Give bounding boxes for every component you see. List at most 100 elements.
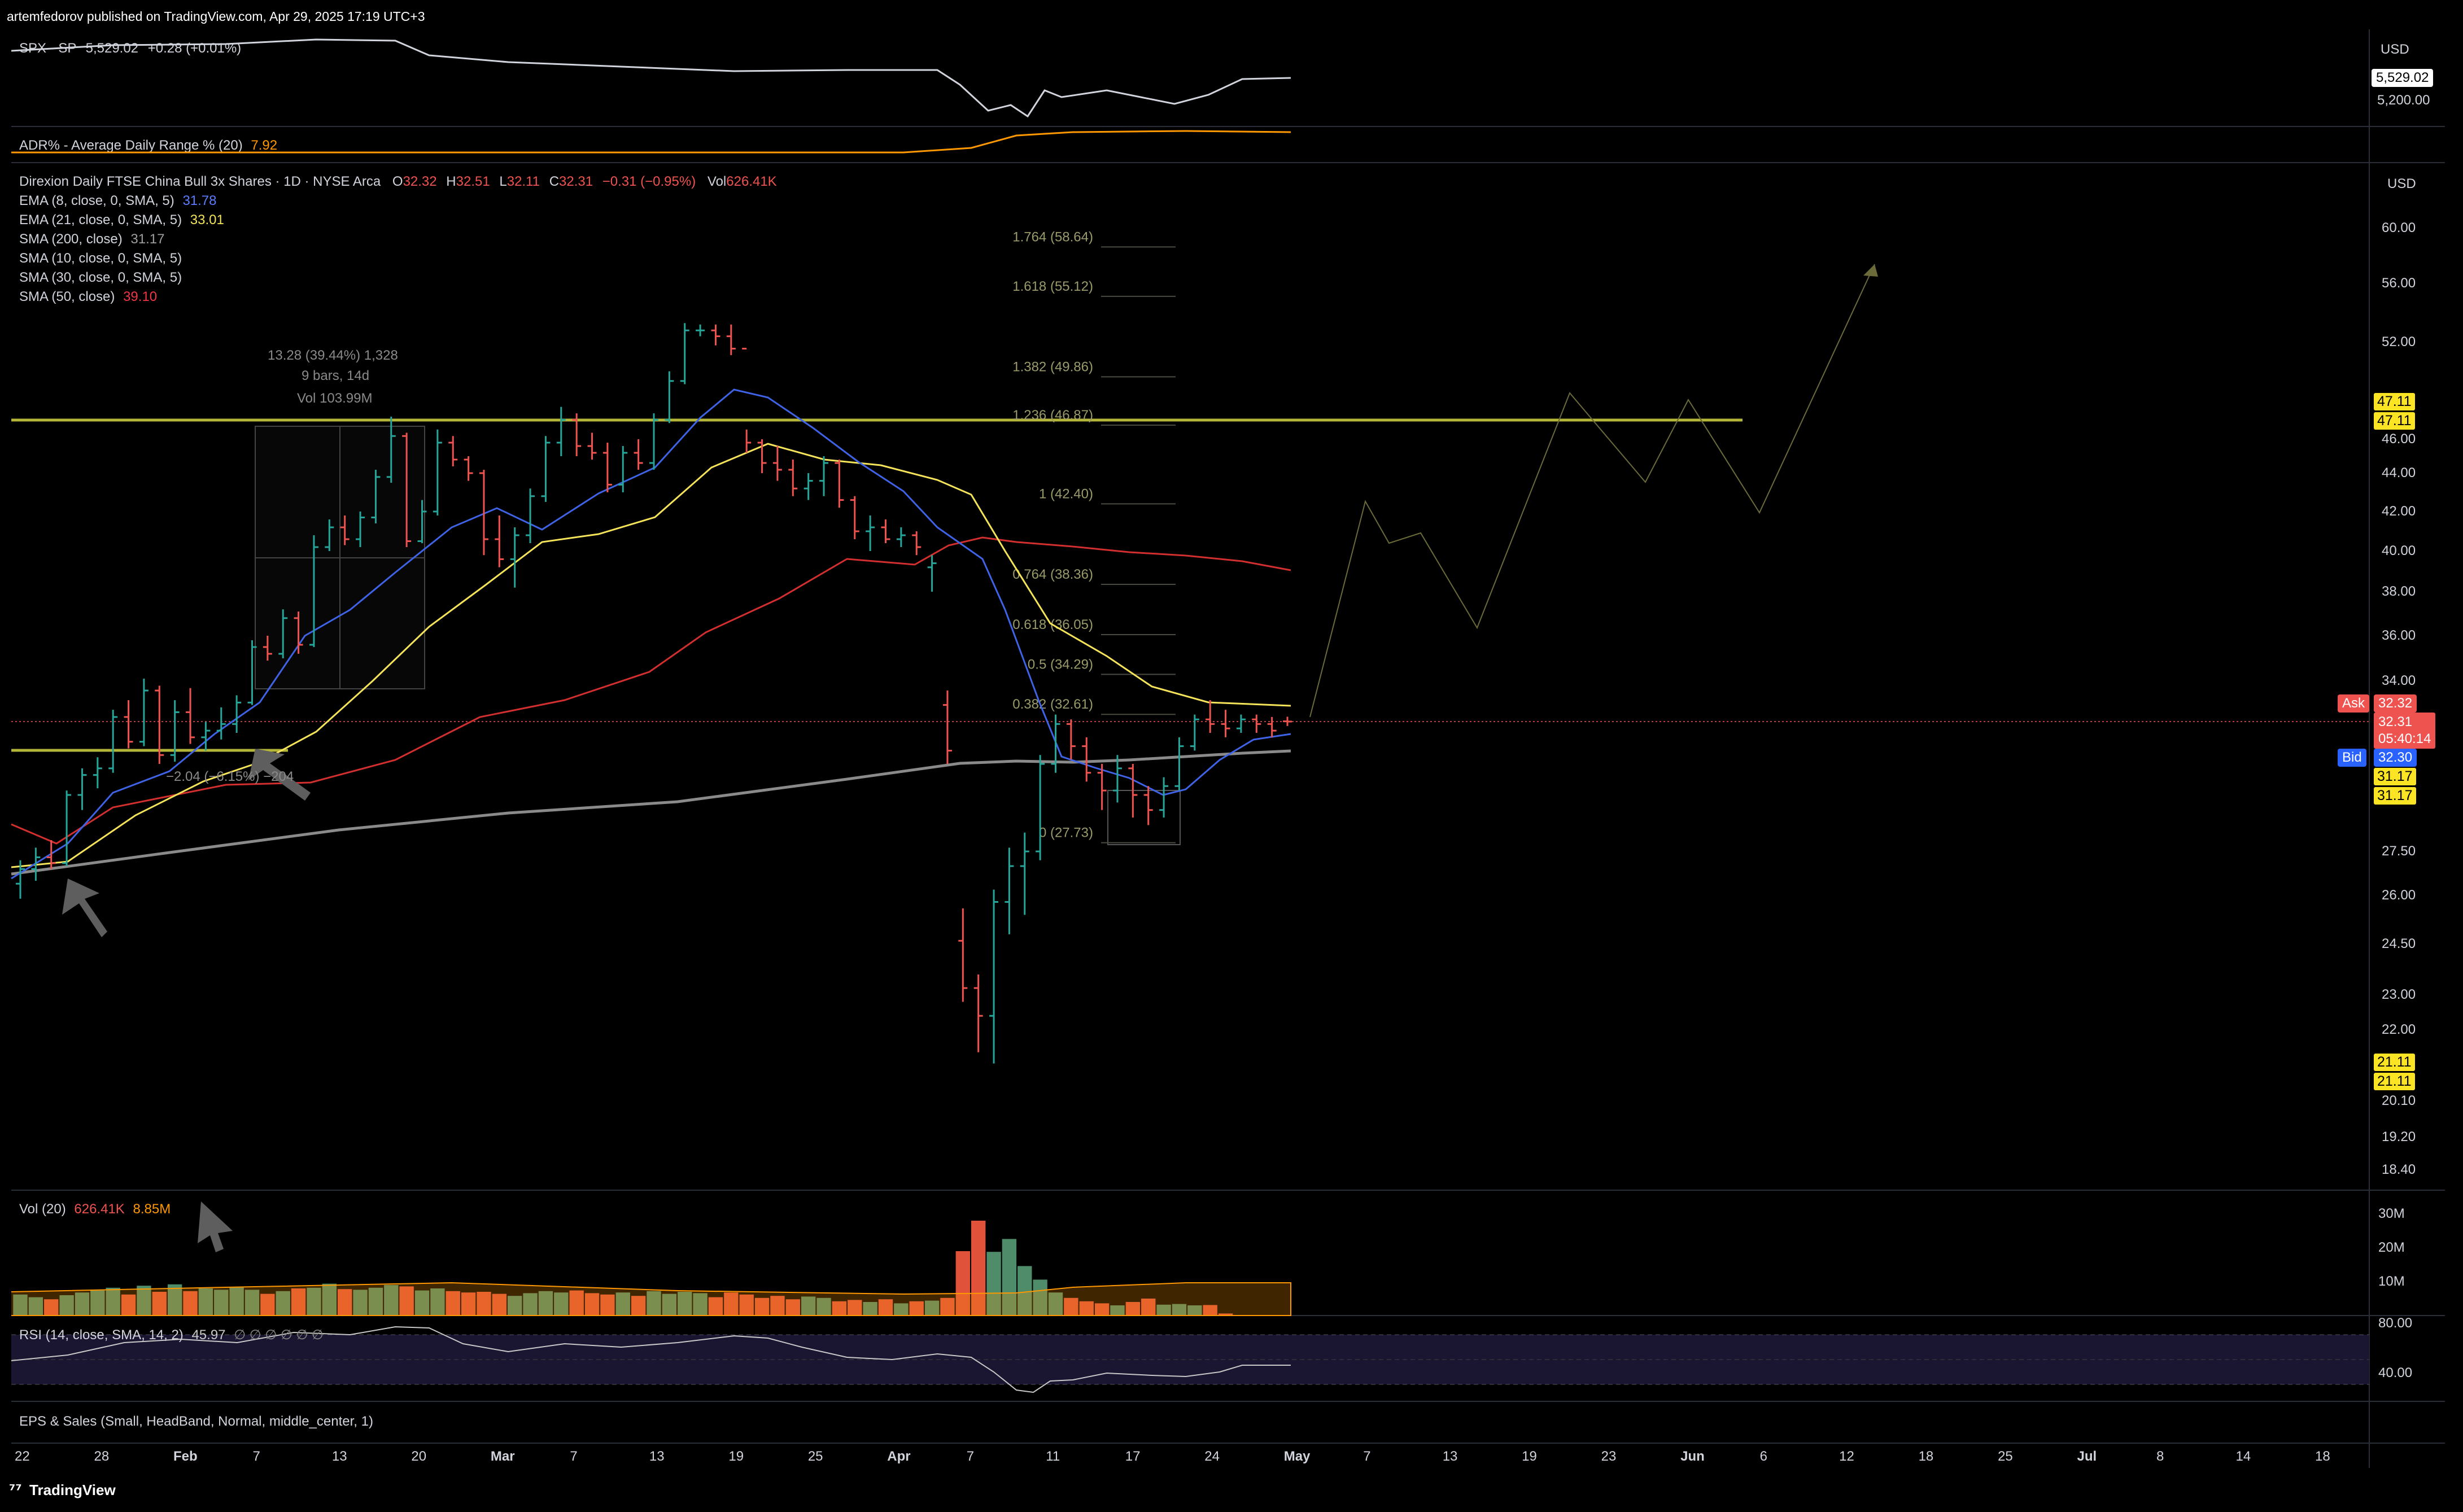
volume-bar — [785, 1299, 800, 1316]
ohlc-bar — [448, 436, 458, 466]
ohlc-bar — [973, 975, 983, 1052]
ohlc-bar — [1020, 832, 1029, 915]
indicator-name: EMA (21, close, 0, SMA, 5) — [19, 212, 182, 228]
tradingview-footer[interactable]: ⁷⁷ TradingView — [9, 1482, 116, 1499]
volume-bar — [368, 1287, 383, 1316]
volume-bar — [1033, 1279, 1047, 1316]
fib-level-label: 0.5 (34.29) — [1028, 657, 1093, 672]
indicator-sma50[interactable]: SMA (50, close) 39.10 — [19, 289, 224, 308]
ohlc-bar — [665, 371, 674, 423]
indicator-ema8[interactable]: EMA (8, close, 0, SMA, 5) 31.78 — [19, 193, 224, 212]
indicator-ema21[interactable]: EMA (21, close, 0, SMA, 5) 33.01 — [19, 212, 224, 231]
volume-bar — [492, 1293, 507, 1316]
volume-bar — [739, 1294, 754, 1316]
indicator-name: SMA (10, close, 0, SMA, 5) — [19, 251, 182, 266]
time-tick-label: May — [1283, 1449, 1311, 1464]
ohlc-bar — [325, 519, 334, 551]
ohlc-bar — [124, 700, 133, 749]
indicator-sma30[interactable]: SMA (30, close, 0, SMA, 5) — [19, 270, 224, 289]
ohlc-bar — [803, 473, 813, 500]
last-price-box: 32.31 05:40:14 — [2374, 713, 2436, 749]
spx-currency[interactable]: USD — [2381, 42, 2409, 57]
ohlc-bar — [510, 527, 519, 588]
fib-level-label: 1.764 (58.64) — [1012, 229, 1093, 244]
ohlc-bar — [247, 640, 257, 705]
main-currency[interactable]: USD — [2387, 176, 2416, 191]
indicator-sma10[interactable]: SMA (10, close, 0, SMA, 5) — [19, 251, 224, 270]
price-tick-label: 46.00 — [2382, 431, 2416, 447]
ohlc-bar — [31, 847, 41, 881]
ask-price: 32.32 — [2374, 694, 2417, 713]
ohlc-bar — [1252, 714, 1261, 733]
ohlc-bar — [1005, 847, 1014, 934]
time-tick-label: 28 — [94, 1449, 110, 1464]
ohlc-bar — [386, 416, 396, 483]
sma50-line — [11, 536, 1291, 845]
adr-line — [11, 130, 1291, 154]
volume-bar — [307, 1287, 321, 1316]
ohlc-bar — [263, 636, 272, 661]
ohlc-bar — [696, 324, 705, 337]
volume-bars — [13, 1221, 1233, 1316]
main-legend: Direxion Daily FTSE China Bull 3x Shares… — [19, 174, 777, 190]
time-tick-label: 25 — [1998, 1449, 2013, 1464]
volume-tick-20m: 20M — [2378, 1240, 2405, 1255]
time-tick-label: Jun — [1680, 1449, 1705, 1464]
time-tick-label: 19 — [1522, 1449, 1537, 1464]
time-tick-label: Jul — [2077, 1449, 2097, 1464]
ohlc-bar — [1283, 716, 1292, 726]
ohlc-bar — [1143, 786, 1153, 825]
volume-bar — [1079, 1301, 1094, 1316]
change-value: −0.31 (−0.95%) — [602, 174, 696, 189]
ohlc-bar — [186, 688, 195, 744]
volume-bar — [338, 1289, 352, 1316]
volume-bar — [1094, 1303, 1110, 1316]
volume-bar — [816, 1297, 831, 1316]
ohlc-bar — [989, 889, 999, 1064]
price-tick-label: 36.00 — [2382, 628, 2416, 643]
volume-bar — [90, 1290, 105, 1316]
ohlc-bar — [881, 519, 890, 543]
ohlc-bar — [1159, 777, 1169, 818]
ohlc-bar — [541, 436, 551, 502]
arrow-marker-2 — [248, 749, 311, 801]
price-tick-label: 19.20 — [2382, 1129, 2416, 1144]
volume-bar — [59, 1295, 74, 1316]
ohlc-bar — [788, 460, 798, 496]
high-label: H — [446, 174, 456, 189]
volume-bar — [384, 1285, 399, 1316]
volume-tick-30m: 30M — [2378, 1206, 2405, 1221]
volume-ma — [11, 1282, 1291, 1316]
spx-line — [11, 38, 1291, 118]
price-tick-label: 60.00 — [2382, 220, 2416, 235]
ohlc-bar — [896, 527, 906, 547]
volume-tick-10m: 10M — [2378, 1274, 2405, 1289]
volume-bar — [909, 1301, 924, 1316]
adr-value: 7.92 — [251, 138, 278, 153]
ohlc-bar — [479, 470, 488, 556]
resistance-price-box: 47.11 — [2374, 393, 2415, 410]
volume-bar — [121, 1294, 136, 1316]
symbol-description[interactable]: Direxion Daily FTSE China Bull 3x Shares… — [19, 174, 381, 189]
time-tick-label: 6 — [1759, 1449, 1767, 1464]
ohlc-bar — [726, 324, 736, 355]
open-value: 32.32 — [403, 174, 437, 189]
time-tick-label: 18 — [2315, 1449, 2330, 1464]
ohlc-bar — [371, 470, 381, 523]
rsi-value: 45.97 — [191, 1327, 226, 1343]
volume-bar — [1156, 1304, 1171, 1316]
time-tick-label: 13 — [649, 1449, 665, 1464]
volume-bar — [662, 1293, 677, 1316]
time-tick-label: 24 — [1204, 1449, 1220, 1464]
indicator-sma200[interactable]: SMA (200, close) 31.17 — [19, 231, 224, 251]
ohlc-bars — [16, 323, 1292, 1064]
bar-countdown: 05:40:14 — [2378, 731, 2431, 746]
ohlc-bar — [556, 407, 566, 456]
volume-bar — [1218, 1313, 1233, 1316]
adr-legend: ADR% - Average Daily Range % (20) 7.92 — [19, 138, 277, 154]
ohlc-bar — [1066, 719, 1076, 760]
indicator-legend: EMA (8, close, 0, SMA, 5) 31.78 EMA (21,… — [19, 193, 224, 308]
fib-extension: 1.764 (58.64) 1.618 (55.12) 1.382 (49.86) 1… — [1012, 229, 1176, 844]
ohlc-bar — [1097, 764, 1107, 810]
